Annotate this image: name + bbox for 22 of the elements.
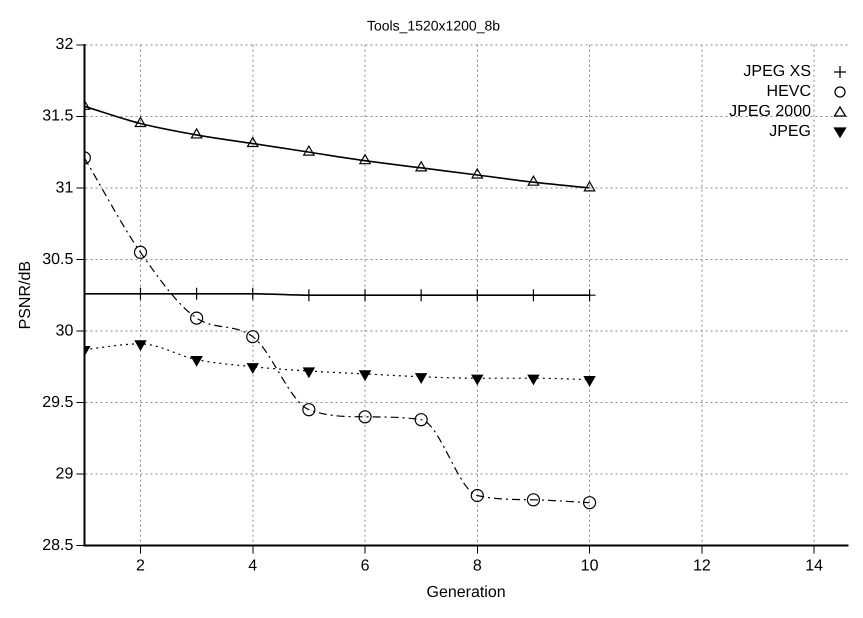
chart-title: Tools_1520x1200_8b <box>366 17 500 34</box>
x-tick-label: 8 <box>472 558 482 575</box>
legend-label: JPEG 2000 <box>729 102 811 122</box>
x-tick-label: 6 <box>360 558 370 575</box>
legend-label: JPEG XS <box>743 62 811 82</box>
y-tick-label: 30 <box>56 322 74 340</box>
y-axis-title: PSNR/dB <box>17 260 34 330</box>
legend-label: JPEG <box>769 122 811 142</box>
y-tick-label: 31.5 <box>42 108 74 125</box>
x-tick-label: 14 <box>805 558 824 575</box>
x-tick-label: 2 <box>136 558 146 575</box>
y-tick-label: 30.5 <box>42 250 74 268</box>
x-tick-label: 4 <box>248 558 258 575</box>
x-tick-label: 10 <box>580 558 599 575</box>
y-tick-label: 32 <box>56 36 74 54</box>
y-tick-label: 28.5 <box>42 537 74 554</box>
y-tick-label: 29 <box>56 465 74 482</box>
x-tick-label: 12 <box>692 558 711 575</box>
legend-label: HEVC <box>766 82 811 102</box>
y-tick-label: 31 <box>56 179 74 196</box>
x-axis-title: Generation <box>426 584 506 601</box>
y-tick-label: 29.5 <box>42 394 74 411</box>
